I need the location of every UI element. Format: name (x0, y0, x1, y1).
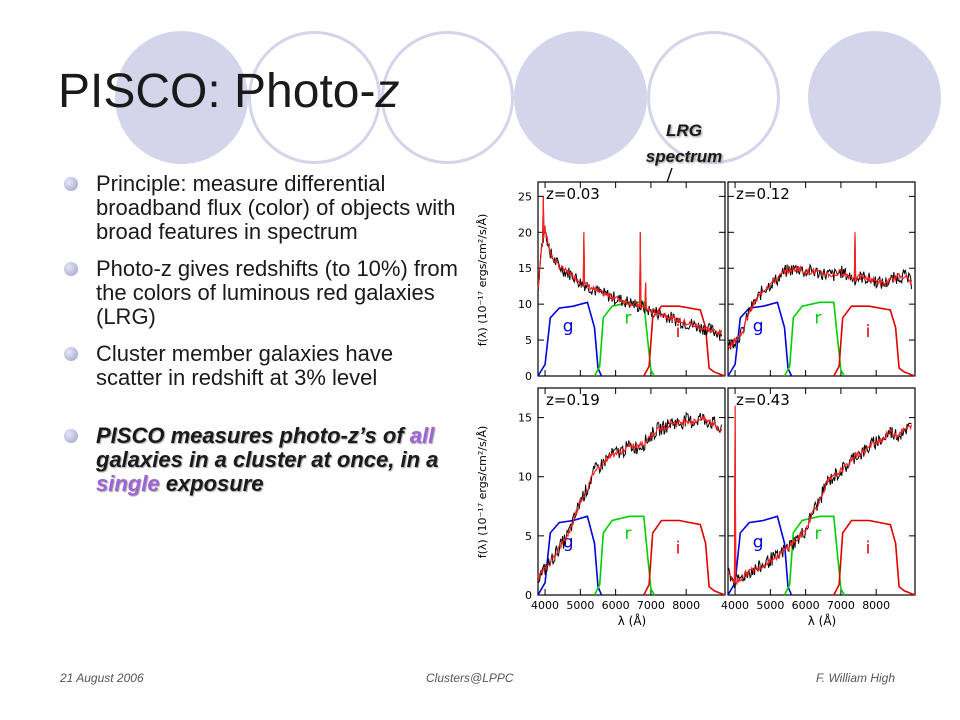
bullet-list: Principle: measure differential broadban… (62, 172, 462, 509)
y-tick-label: 5 (525, 530, 532, 543)
x-tick-label: 4000 (721, 599, 749, 612)
decor-ring (647, 31, 780, 164)
annotation-line-2: spectrum (645, 147, 723, 166)
filter-label-i: i (866, 539, 871, 559)
y-tick-label: 20 (518, 226, 532, 239)
filter-curve-i (833, 519, 916, 596)
filter-label-g: g (563, 316, 574, 336)
bullet-text: PISCO measures photo-z’s of all galaxies… (96, 423, 438, 496)
filter-curve-g (727, 515, 793, 596)
panel-frame (727, 387, 916, 596)
annotation-line-1: LRG (666, 121, 702, 140)
y-axis-label: f(λ) (10⁻¹⁷ ergs/cm²/s/Å) (476, 214, 489, 347)
filter-label-r: r (624, 524, 631, 544)
x-tick-label: 8000 (862, 599, 890, 612)
slide-title: PISCO: Photo-z (58, 64, 399, 119)
footer-date: 21 August 2006 (60, 671, 144, 685)
x-axis-label: λ (Å) (618, 613, 647, 628)
decor-circle (808, 31, 941, 164)
spectrum-model-line (727, 232, 913, 349)
filter-curve-g (727, 301, 793, 377)
x-tick-label: 6000 (602, 599, 630, 612)
decor-ring (248, 31, 381, 164)
bullet-text-part: exposure (159, 471, 264, 496)
filter-curve-g (537, 301, 603, 377)
lrg-spectrum-annotation: LRG spectrum (628, 118, 740, 170)
bullet-text-part: PISCO measures photo-z’s of (96, 423, 410, 448)
bullet-item: Principle: measure differential broadban… (62, 172, 462, 244)
redshift-label: z=0.03 (546, 185, 600, 203)
footer-center: Clusters@LPPC (426, 671, 514, 685)
bullet-icon (64, 347, 78, 361)
highlight-single: single (96, 471, 160, 496)
title-italic: z (375, 65, 400, 118)
x-tick-label: 7000 (827, 599, 855, 612)
x-axis-label: λ (Å) (808, 613, 837, 628)
bullet-text: Principle: measure differential broadban… (96, 171, 456, 244)
filter-label-i: i (866, 322, 871, 342)
x-tick-label: 4000 (531, 599, 559, 612)
y-tick-label: 0 (525, 589, 532, 602)
y-tick-label: 15 (518, 262, 532, 275)
spectrum-panel: g r i z=0.12 (727, 181, 916, 377)
filter-curve-i (643, 305, 726, 377)
y-tick-label: 15 (518, 412, 532, 425)
filter-label-r: r (814, 524, 821, 544)
bullet-icon (64, 262, 78, 276)
bullet-text: Photo-z gives redshifts (to 10%) from th… (96, 256, 458, 329)
bullet-text-part: galaxies in a cluster at once, in a (96, 447, 439, 472)
x-tick-label: 6000 (792, 599, 820, 612)
spectrum-model-line (537, 196, 723, 336)
filter-label-i: i (676, 539, 681, 559)
spectrum-model-line (727, 405, 913, 586)
y-tick-label: 10 (518, 298, 532, 311)
spectra-figure: 0 5 10 15 20 25 g r i z=0.03 g r i z=0.12 0 5 10 15 4000 50… (476, 181, 916, 628)
y-tick-label: 0 (525, 370, 532, 383)
panel-frame (537, 387, 726, 596)
filter-label-g: g (753, 532, 764, 552)
redshift-label: z=0.43 (736, 391, 790, 409)
footer-author: F. William High (816, 671, 896, 685)
spectrum-panel: 0 5 10 15 20 25 g r i z=0.03 (518, 181, 726, 383)
x-tick-label: 8000 (672, 599, 700, 612)
spectrum-panel: 0 5 10 15 4000 5000 6000 7000 8000 g r i z=0.19 (518, 387, 726, 612)
bullet-item: Cluster member galaxies have scatter in … (62, 342, 462, 390)
redshift-label: z=0.12 (736, 185, 790, 203)
filter-label-g: g (753, 316, 764, 336)
filter-label-g: g (563, 532, 574, 552)
spectrum-panel: 4000 5000 6000 7000 8000 g r i z=0.43 (721, 387, 916, 612)
bullet-icon (64, 177, 78, 191)
filter-label-i: i (676, 322, 681, 342)
x-tick-label: 5000 (566, 599, 594, 612)
decor-circle (115, 31, 248, 164)
x-tick-label: 5000 (756, 599, 784, 612)
bullet-text: Cluster member galaxies have scatter in … (96, 341, 394, 390)
panel-frame (537, 181, 726, 377)
decor-circle (514, 31, 647, 164)
filter-label-r: r (624, 309, 631, 329)
highlight-all: all (409, 423, 435, 448)
decor-ring (381, 31, 514, 164)
filter-label-r: r (814, 309, 821, 329)
y-tick-label: 25 (518, 190, 532, 203)
bullet-item: Photo-z gives redshifts (to 10%) from th… (62, 257, 462, 329)
x-tick-label: 7000 (637, 599, 665, 612)
y-tick-label: 10 (518, 471, 532, 484)
filter-curve-i (833, 305, 916, 377)
y-tick-label: 5 (525, 334, 532, 347)
spectrum-model-line (537, 415, 723, 580)
title-text: PISCO: Photo- (58, 65, 376, 118)
filter-curve-i (643, 519, 726, 596)
redshift-label: z=0.19 (546, 391, 600, 409)
bullet-item-emphasis: PISCO measures photo-z’s of all galaxies… (62, 424, 462, 496)
bullet-icon (64, 429, 78, 443)
y-axis-label: f(λ) (10⁻¹⁷ ergs/cm²/s/Å) (476, 426, 489, 559)
